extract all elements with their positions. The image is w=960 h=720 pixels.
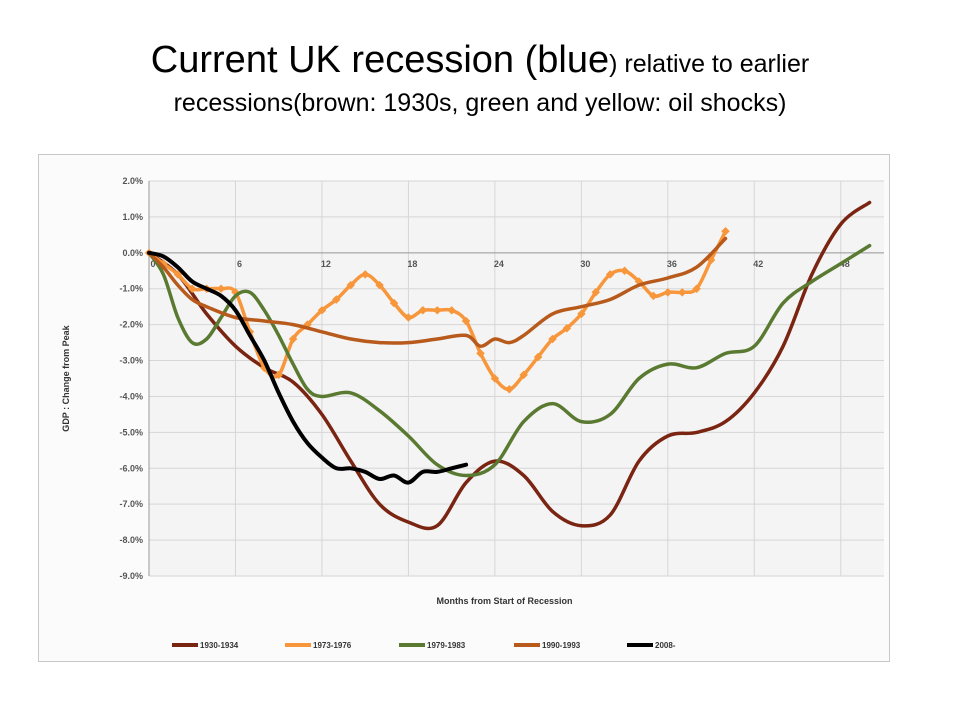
y-tick-label: -1.0% xyxy=(119,284,143,294)
title-line-2: recessions(brown: 1930s, green and yello… xyxy=(173,88,787,117)
y-tick-label: -9.0% xyxy=(119,571,143,581)
x-tick-label: 48 xyxy=(840,259,850,269)
data-point xyxy=(562,324,572,333)
y-tick-label: 0.0% xyxy=(122,248,143,258)
x-tick-label: 18 xyxy=(407,259,417,269)
data-point xyxy=(663,288,673,297)
data-point xyxy=(433,306,442,315)
data-point xyxy=(418,306,428,315)
data-point xyxy=(649,291,658,301)
chart-frame: 2.0% 1.0% 0.0% -1.0% -2.0% -3.0% -4.0% -5.0% -6.… xyxy=(38,154,890,662)
data-point xyxy=(317,306,327,315)
y-tick-label: -3.0% xyxy=(119,356,143,366)
x-tick-label: 30 xyxy=(580,259,590,269)
plot-area xyxy=(149,181,884,576)
y-tick-label: -4.0% xyxy=(119,391,143,401)
y-tick-label: -7.0% xyxy=(119,499,143,509)
series-1979-1983 xyxy=(147,243,872,478)
legend-label: 1979-1983 xyxy=(427,641,466,650)
data-point xyxy=(447,306,456,315)
series-line xyxy=(147,250,469,485)
x-tick-label: 42 xyxy=(753,259,763,269)
y-tick-label: 1.0% xyxy=(122,212,143,222)
data-point xyxy=(533,352,543,362)
legend-label: 1930-1934 xyxy=(200,641,239,650)
x-tick-label: 36 xyxy=(667,259,677,269)
title-line-1: Current UK recession (blue) relative to … xyxy=(40,38,920,84)
x-axis-title: Months from Start of Recession xyxy=(436,596,572,606)
legend-label: 1973-1976 xyxy=(313,641,352,650)
y-tick-label: -2.0% xyxy=(119,320,143,330)
title-paren-text: ) xyxy=(609,50,618,78)
series-line xyxy=(147,236,728,348)
x-tick-label: 6 xyxy=(237,259,242,269)
y-tick-label: 2.0% xyxy=(122,176,143,186)
legend-label: 1990-1993 xyxy=(542,641,581,650)
series-1990-1993 xyxy=(147,236,728,348)
y-tick-label: -8.0% xyxy=(119,535,143,545)
data-point xyxy=(490,374,500,383)
data-point xyxy=(216,284,226,293)
title-main-text: Current UK recession (blue xyxy=(150,39,610,81)
legend-label: 2008- xyxy=(655,641,676,650)
x-tick-label: 0 xyxy=(150,259,155,269)
y-tick-label: -6.0% xyxy=(119,463,143,473)
data-point xyxy=(519,370,528,380)
slide-title: Current UK recession (blue) relative to … xyxy=(40,38,920,118)
x-tick-label: 12 xyxy=(321,259,331,269)
series-2008- xyxy=(147,250,469,485)
y-axis-title: GDP : Change from Peak xyxy=(61,324,71,431)
gdp-recession-chart: 2.0% 1.0% 0.0% -1.0% -2.0% -3.0% -4.0% -5.0% -6.… xyxy=(61,176,884,650)
data-point xyxy=(505,385,514,394)
data-point xyxy=(332,295,341,304)
x-tick-label: 24 xyxy=(494,259,504,269)
title-relative-text: relative to earlier xyxy=(617,50,810,78)
data-point xyxy=(346,280,355,290)
y-tick-label: -5.0% xyxy=(119,427,143,437)
data-point xyxy=(620,266,629,276)
data-point xyxy=(187,284,197,293)
series-line xyxy=(147,243,872,478)
data-point xyxy=(692,284,701,293)
